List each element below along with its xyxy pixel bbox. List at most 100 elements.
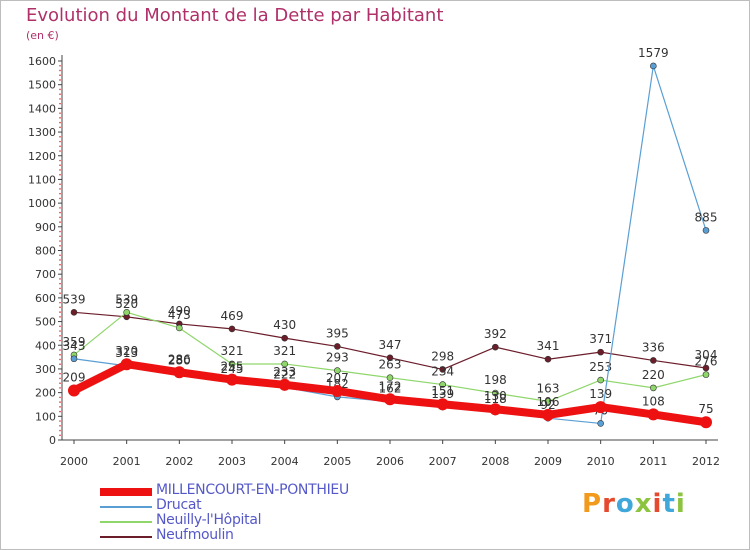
y-tick-label: 0 xyxy=(49,434,56,447)
data-label: 341 xyxy=(537,339,560,353)
data-point xyxy=(702,364,710,372)
y-minor-tick xyxy=(59,140,61,143)
x-tick-label: 2004 xyxy=(271,455,299,468)
y-tick-label: 900 xyxy=(35,221,56,234)
data-point xyxy=(334,367,341,374)
y-minor-tick xyxy=(59,216,61,219)
data-label: 253 xyxy=(589,360,612,374)
data-label: 276 xyxy=(695,355,718,369)
y-minor-tick xyxy=(59,79,61,81)
y-minor-tick xyxy=(59,401,61,403)
y-minor-tick xyxy=(59,192,61,195)
y-minor-tick xyxy=(59,164,61,167)
y-tick-label: 1500 xyxy=(28,79,56,92)
data-label: 336 xyxy=(642,340,665,354)
legend-label: Neuilly-l'Hôpital xyxy=(156,512,262,528)
data-label: 209 xyxy=(63,370,86,384)
y-minor-tick xyxy=(59,301,61,304)
y-minor-tick xyxy=(59,235,61,238)
data-point xyxy=(384,393,396,406)
data-label: 392 xyxy=(484,327,507,341)
legend-swatch xyxy=(100,521,152,523)
y-minor-tick xyxy=(59,211,61,214)
y-minor-tick xyxy=(59,377,61,380)
data-label: 490 xyxy=(168,304,191,318)
data-point xyxy=(439,366,446,373)
data-point xyxy=(544,355,552,363)
x-tick-label: 2007 xyxy=(429,455,457,468)
x-tick-label: 2011 xyxy=(639,455,667,468)
y-tick-label: 1400 xyxy=(28,102,56,115)
data-point xyxy=(386,354,394,362)
data-point xyxy=(123,309,130,316)
data-label: 520 xyxy=(115,297,138,311)
data-point xyxy=(228,360,236,368)
data-point xyxy=(650,384,657,392)
y-minor-tick xyxy=(59,117,61,119)
data-point xyxy=(281,334,288,342)
y-minor-tick xyxy=(59,330,61,332)
legend-label: Drucat xyxy=(156,497,202,513)
data-label: 172 xyxy=(379,379,402,393)
chart-title: Evolution du Montant de la Dette par Hab… xyxy=(26,5,444,26)
x-tick-label: 2006 xyxy=(376,455,404,468)
y-minor-tick xyxy=(59,173,61,176)
data-point xyxy=(176,324,183,332)
y-minor-tick xyxy=(59,287,61,290)
data-point xyxy=(489,403,502,416)
data-label: 263 xyxy=(379,358,402,372)
x-tick-label: 2008 xyxy=(481,455,509,468)
y-tick-label: 800 xyxy=(35,245,56,258)
data-label: 233 xyxy=(273,365,296,379)
data-point xyxy=(68,384,80,397)
legend-label: Neufmoulin xyxy=(156,527,234,543)
data-label: 108 xyxy=(642,394,665,408)
data-label: 220 xyxy=(642,368,665,382)
data-label: 298 xyxy=(431,349,454,363)
y-minor-tick xyxy=(59,396,61,399)
data-label: 130 xyxy=(484,389,507,403)
y-minor-tick xyxy=(59,159,61,162)
y-minor-tick xyxy=(59,136,61,138)
data-label: 359 xyxy=(63,335,86,349)
y-tick-label: 400 xyxy=(35,339,56,352)
data-label: 473 xyxy=(168,308,191,322)
data-point xyxy=(650,357,657,364)
data-label: 395 xyxy=(326,326,349,340)
y-minor-tick xyxy=(59,259,61,261)
data-label: 255 xyxy=(221,360,244,374)
data-label: 207 xyxy=(326,371,349,385)
y-minor-tick xyxy=(59,424,61,427)
y-minor-tick xyxy=(59,74,61,77)
y-minor-tick xyxy=(59,240,61,242)
data-label: 139 xyxy=(431,387,454,401)
data-label: 293 xyxy=(326,351,349,365)
data-label: 321 xyxy=(273,344,296,358)
y-minor-tick xyxy=(59,339,61,342)
y-minor-tick xyxy=(59,372,61,375)
y-minor-tick xyxy=(59,221,61,223)
data-label: 286 xyxy=(168,352,191,366)
y-minor-tick xyxy=(59,406,61,408)
y-minor-tick xyxy=(59,88,61,91)
y-minor-tick xyxy=(59,169,61,171)
x-tick-label: 2003 xyxy=(218,455,246,468)
y-minor-tick xyxy=(59,316,61,318)
data-label: 539 xyxy=(63,292,86,306)
data-label: 371 xyxy=(589,332,612,346)
data-point xyxy=(650,62,657,70)
y-tick-label: 600 xyxy=(35,292,56,305)
y-tick-label: 1600 xyxy=(28,55,56,68)
data-point xyxy=(492,343,499,351)
y-tick-label: 1300 xyxy=(28,126,56,139)
y-tick-label: 200 xyxy=(35,387,56,400)
data-point xyxy=(492,389,499,397)
y-minor-tick xyxy=(59,126,61,129)
y-tick-label: 700 xyxy=(35,268,56,281)
y-minor-tick xyxy=(59,102,61,105)
data-point xyxy=(597,420,604,427)
data-label: 430 xyxy=(273,318,296,332)
x-tick-label: 2005 xyxy=(323,455,351,468)
data-point xyxy=(597,376,604,384)
data-point xyxy=(173,366,186,379)
